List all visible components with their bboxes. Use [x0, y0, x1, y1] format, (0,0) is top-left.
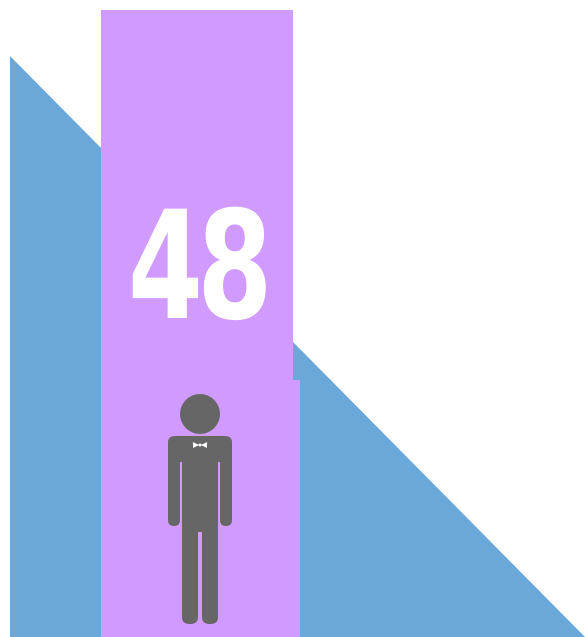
value-bar-notch — [293, 380, 300, 637]
value-number: 48 — [127, 180, 273, 354]
person-with-bowtie-icon — [168, 394, 232, 624]
